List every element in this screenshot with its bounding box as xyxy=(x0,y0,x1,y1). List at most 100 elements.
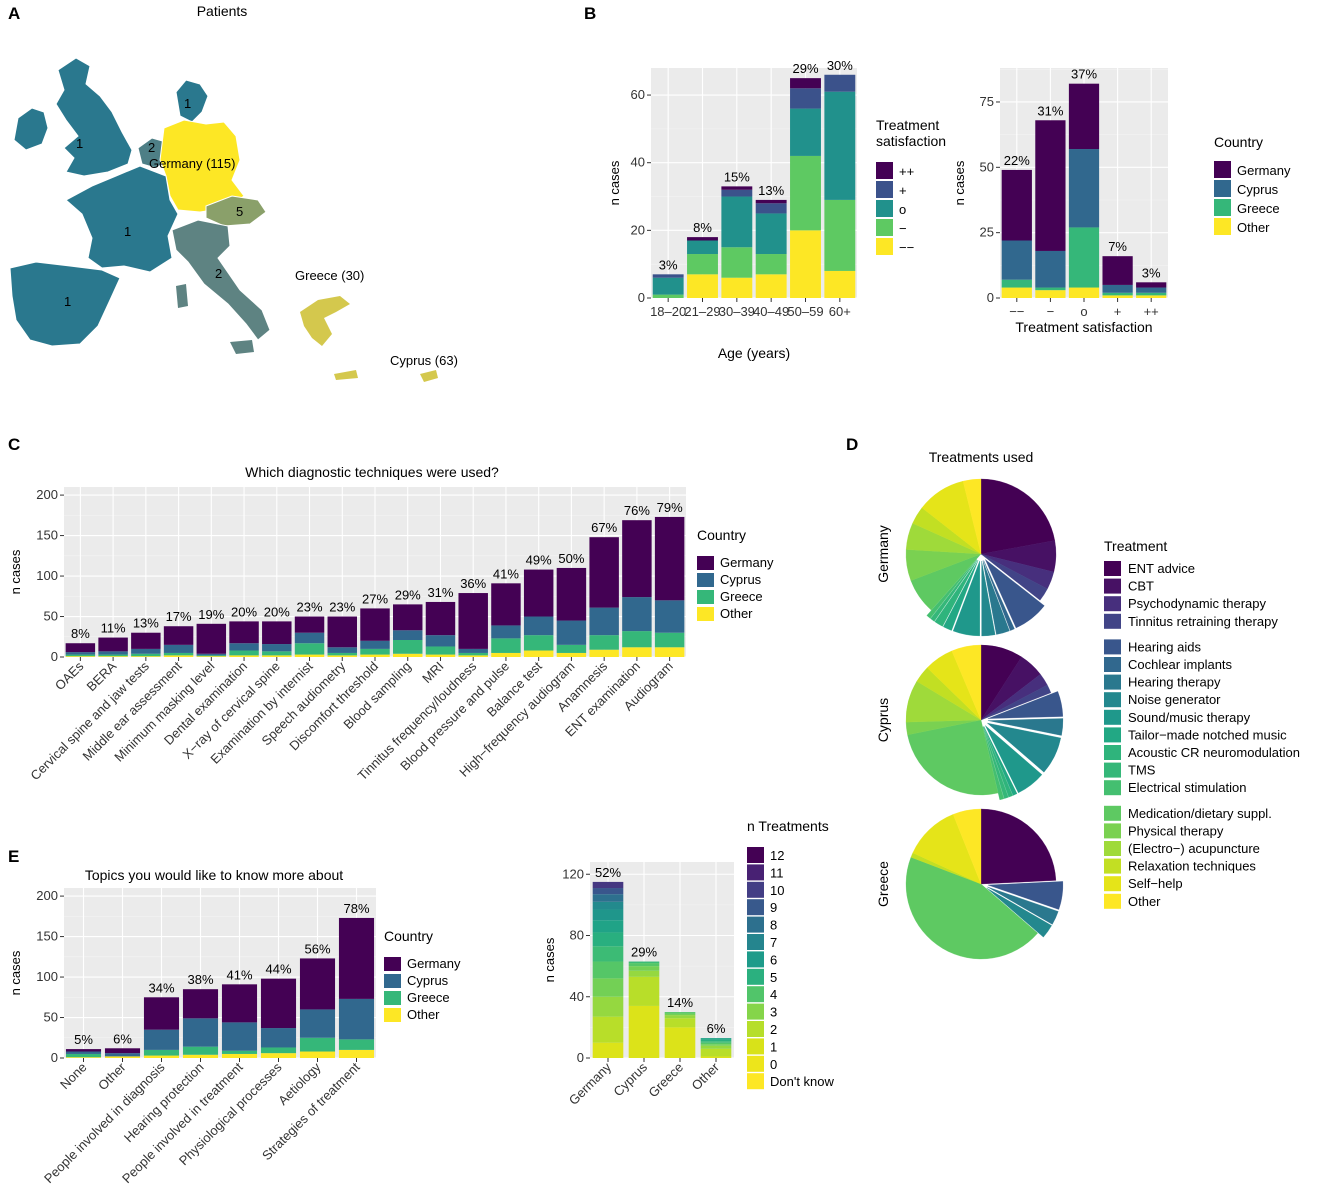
legend-swatch xyxy=(747,986,764,1003)
pie-slice xyxy=(983,726,1009,799)
bar-segment xyxy=(143,1049,180,1056)
legend-swatch xyxy=(1104,674,1121,690)
bar-segment xyxy=(65,1053,102,1058)
map-region-austria xyxy=(205,195,267,227)
bar-segment xyxy=(131,632,161,649)
map-region-greece xyxy=(300,296,350,346)
bar-data-label: 5% xyxy=(74,1032,93,1047)
pie-slice xyxy=(983,726,1018,796)
bar-data-label: 41% xyxy=(493,566,519,581)
legend-swatch xyxy=(1104,709,1121,725)
bar-data-label: 23% xyxy=(297,600,323,615)
legend-label: Acoustic CR neuromodulation xyxy=(1128,745,1300,760)
bar-segment xyxy=(98,637,128,652)
bar-segment xyxy=(755,213,787,255)
bar-segment xyxy=(790,230,821,298)
legend-swatch xyxy=(747,881,764,898)
legend-label: Electrical stimulation xyxy=(1128,780,1247,795)
legend-swatch xyxy=(747,934,764,950)
bar-segment xyxy=(229,655,259,657)
bar-segment xyxy=(721,196,753,248)
bar-segment xyxy=(491,625,521,639)
y-tick-label: 0 xyxy=(638,290,645,305)
chart-title: Which diagnostic techniques were used? xyxy=(245,464,499,480)
y-tick-label: 200 xyxy=(36,888,58,903)
y-axis-title: n cases xyxy=(542,937,557,982)
bar-data-label: 14% xyxy=(667,995,693,1010)
bar-segment xyxy=(338,917,375,999)
legend-label: 10 xyxy=(770,883,784,898)
bar-segment xyxy=(163,626,194,645)
bar-data-label: 29% xyxy=(631,945,657,960)
bar-segment xyxy=(425,646,456,655)
bar-segment xyxy=(260,1028,297,1048)
legend-title: Treatment xyxy=(1104,538,1167,554)
bar-data-label: 79% xyxy=(657,500,683,515)
bar-segment xyxy=(721,247,753,278)
pie-slice xyxy=(987,691,1063,719)
legend-label: Greece xyxy=(1237,201,1280,216)
bar-segment xyxy=(338,1039,375,1050)
map-label-germany: Germany (115) xyxy=(149,156,235,171)
bar-segment xyxy=(592,932,624,947)
y-tick-label: 20 xyxy=(631,222,645,237)
bar-data-label: 3% xyxy=(1142,265,1161,280)
bar-segment xyxy=(221,1050,258,1054)
bar-segment xyxy=(338,998,375,1040)
bar-segment xyxy=(523,635,554,651)
bar-segment xyxy=(654,516,685,601)
x-tick-label: ++ xyxy=(1144,304,1159,319)
bar-segment xyxy=(491,638,521,653)
chart-b2: 0 25 50 75 22% −− 31% − 37% o 7% +3% ++Treatment sat… xyxy=(952,67,1291,335)
bar-segment xyxy=(131,648,161,654)
legend-title: Country xyxy=(384,928,433,944)
legend-swatch xyxy=(1104,805,1121,821)
map-region-ireland xyxy=(13,107,49,151)
legend-label: (Electro−) acupuncture xyxy=(1128,841,1260,856)
bar-segment xyxy=(589,635,619,650)
bar-segment xyxy=(65,1057,102,1058)
pie-slice xyxy=(930,559,977,622)
bar-data-label: 22% xyxy=(1004,153,1030,168)
pie-slice xyxy=(980,478,1055,555)
bar-segment xyxy=(294,643,325,655)
legend-swatch xyxy=(876,219,893,236)
bar-segment xyxy=(628,1005,660,1058)
bar-segment xyxy=(458,593,488,649)
legend-label: Cochlear implants xyxy=(1128,657,1233,672)
legend-swatch xyxy=(697,590,714,604)
bar-segment xyxy=(1102,284,1133,293)
bar-segment xyxy=(755,254,787,275)
bar-segment xyxy=(700,1044,732,1046)
bar-segment xyxy=(556,620,587,645)
bar-data-label: 8% xyxy=(693,220,712,235)
bar-data-label: 6% xyxy=(113,1031,132,1046)
legend-swatch xyxy=(1104,780,1121,796)
bar-segment xyxy=(196,656,227,657)
pie-slice xyxy=(907,719,999,796)
bar-data-label: 6% xyxy=(707,1021,726,1036)
x-tick-label: + xyxy=(1114,304,1122,319)
map-label-spain: 1 xyxy=(64,294,71,309)
bar-segment xyxy=(1068,227,1100,288)
bar-segment xyxy=(592,894,624,902)
legend-swatch xyxy=(384,1008,401,1022)
legend-swatch xyxy=(747,864,764,881)
bar-segment xyxy=(628,963,660,967)
bar-segment xyxy=(294,632,325,644)
bar-segment xyxy=(755,203,787,214)
map-label-denmark: 1 xyxy=(184,96,191,111)
bar-segment xyxy=(790,88,821,109)
legend-swatch xyxy=(1104,858,1121,874)
pie-slice xyxy=(983,560,1015,631)
chart-title: Topics you would like to know more about xyxy=(85,867,343,883)
bar-segment xyxy=(182,1046,219,1055)
legend-swatch xyxy=(697,573,714,587)
bar-segment xyxy=(523,650,554,657)
bar-segment xyxy=(790,155,821,231)
x-tick-label: 40–49 xyxy=(753,304,789,319)
plot-background xyxy=(651,68,857,298)
bar-segment xyxy=(65,654,96,657)
bar-segment xyxy=(327,647,357,653)
x-tick-label: 18–20 xyxy=(650,304,686,319)
